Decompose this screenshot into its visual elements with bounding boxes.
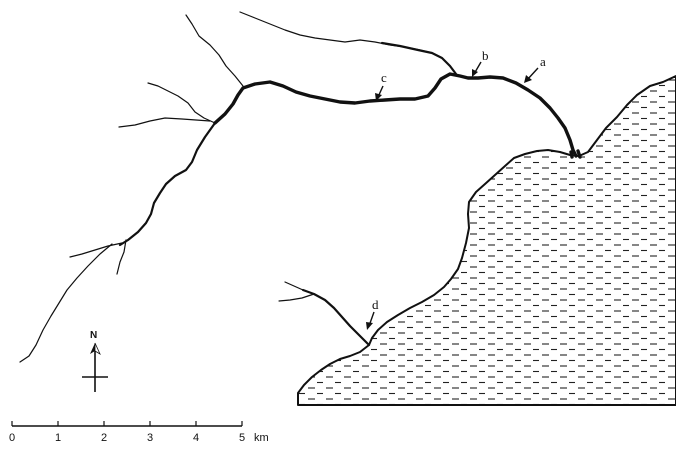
marker-b-label: b: [482, 48, 489, 63]
scale-tick-2: 2: [101, 432, 107, 444]
marker-a-label: a: [540, 54, 546, 69]
tributary-west-2: [118, 117, 211, 128]
marker-d-label: d: [372, 297, 379, 312]
scale-tick-1: 1: [55, 432, 61, 444]
river-d-trib-1: [284, 281, 304, 291]
north-arrow-icon: N: [82, 330, 108, 392]
river-main-west: [118, 121, 217, 247]
scale-tick-5: 5: [239, 432, 245, 444]
tributary-ridge: [239, 11, 457, 75]
scale-tick-0: 0: [9, 432, 15, 444]
scale-unit: km: [254, 432, 269, 444]
marker-d: d: [366, 297, 379, 330]
river-mouth: [569, 149, 582, 159]
river-main-upper: [213, 72, 578, 158]
marker-c-label: c: [381, 70, 387, 85]
tributary-sw-3: [116, 239, 127, 275]
tributary-west-1: [147, 82, 216, 124]
scale-bar: 0 1 2 3 4 5 km: [9, 421, 269, 444]
tributary-ridge-thick: [380, 41, 458, 76]
marker-a: a: [524, 54, 546, 83]
north-label: N: [90, 330, 97, 341]
marker-b: b: [472, 48, 489, 77]
water-body: [297, 75, 676, 406]
scale-tick-3: 3: [147, 432, 153, 444]
marker-c: c: [375, 70, 387, 101]
tributary-sw-2: [19, 243, 113, 363]
river-d-trib-2: [278, 293, 315, 302]
tributary-north: [185, 14, 244, 87]
river-d-main: [301, 288, 371, 347]
scale-tick-4: 4: [193, 432, 199, 444]
tributary-sw-1: [69, 242, 123, 258]
